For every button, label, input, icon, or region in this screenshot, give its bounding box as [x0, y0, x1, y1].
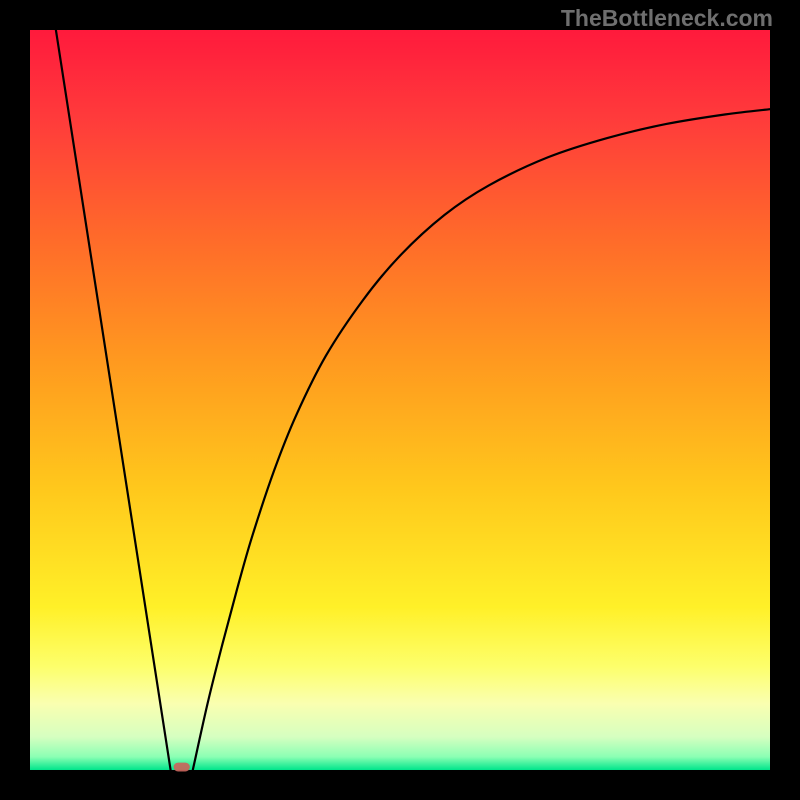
minimum-marker: [174, 763, 190, 772]
chart-stage: TheBottleneck.com: [0, 0, 800, 800]
chart-svg: [0, 0, 800, 800]
watermark-text: TheBottleneck.com: [561, 5, 773, 32]
plot-background: [30, 30, 770, 770]
